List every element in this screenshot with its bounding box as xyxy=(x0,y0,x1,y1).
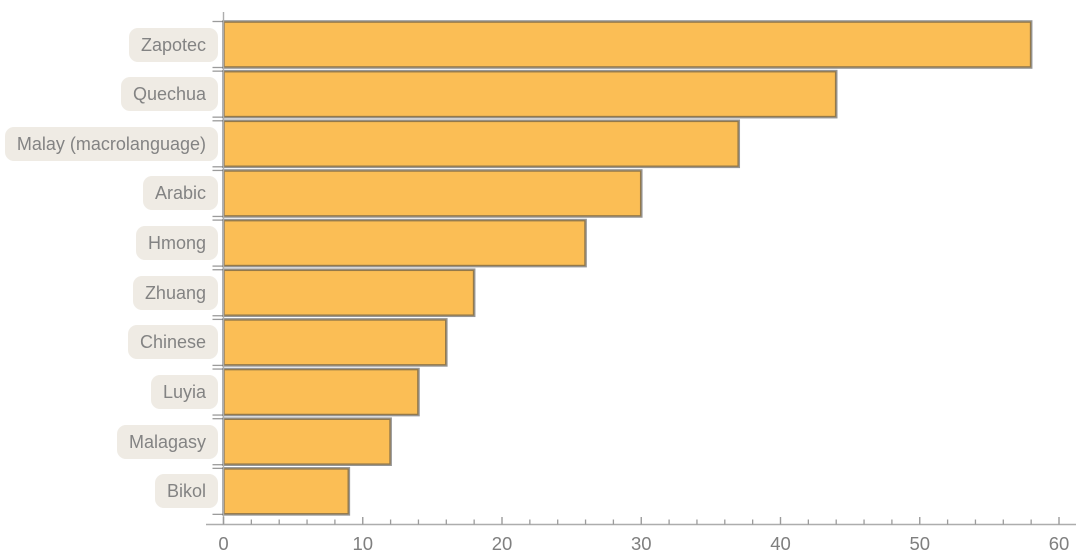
x-tick-label: 40 xyxy=(770,533,791,554)
bar-malagasy xyxy=(222,417,392,467)
bar-luyia xyxy=(222,367,420,417)
bar-quechua xyxy=(222,69,838,119)
bar-zapotec xyxy=(222,20,1033,69)
x-tick-label: 30 xyxy=(631,533,652,554)
x-tick-label: 50 xyxy=(909,533,930,554)
x-tick-label: 0 xyxy=(218,533,228,554)
bar-bikol xyxy=(222,467,351,516)
bar-chinese xyxy=(222,318,448,367)
bar-hmong xyxy=(222,218,587,268)
x-tick-label: 10 xyxy=(352,533,373,554)
x-tick-label: 60 xyxy=(1049,533,1070,554)
bar-zhuang xyxy=(222,268,476,318)
x-tick-label: 20 xyxy=(492,533,513,554)
bar-arabic xyxy=(222,169,643,218)
bar-malay-macrolanguage xyxy=(222,119,741,169)
